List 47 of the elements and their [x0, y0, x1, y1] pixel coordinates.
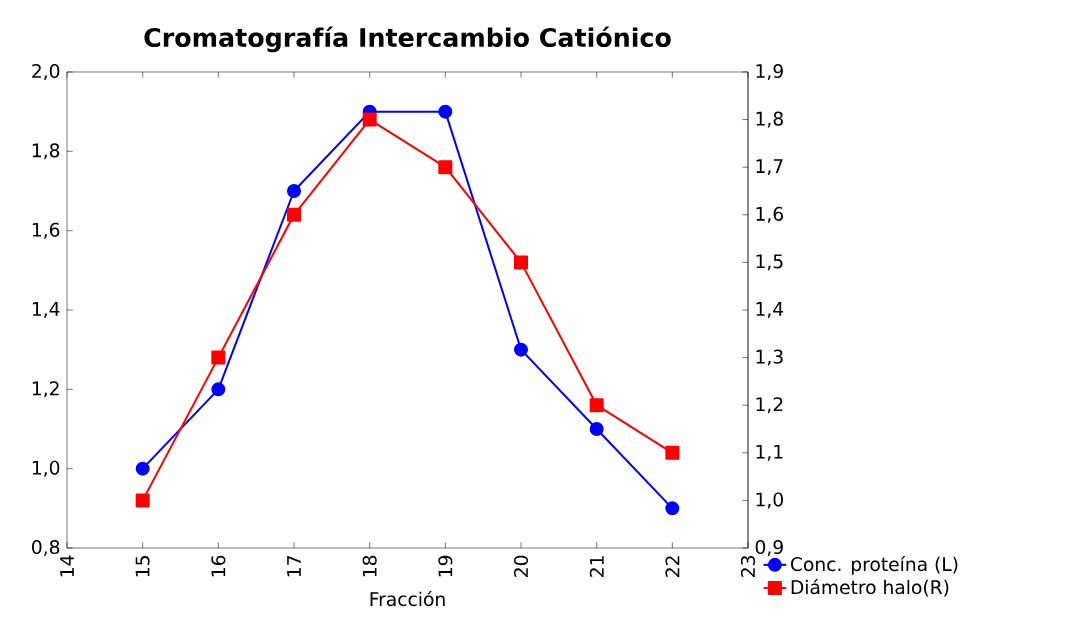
x-tick-label: 14 — [60, 555, 74, 577]
y-tick-label: 1,4 — [32, 302, 60, 318]
point — [665, 445, 680, 460]
x-tick-label: 22 — [665, 556, 680, 577]
x-tick-label: 17 — [287, 556, 301, 577]
point — [211, 382, 226, 397]
point — [589, 422, 604, 436]
y2-tick-label: 1,1 — [756, 444, 783, 461]
y2-tick-label: 1,3 — [756, 349, 783, 366]
y2-tick-label: 1,5 — [756, 254, 783, 271]
point — [211, 350, 226, 365]
y2-tick-label: 1,6 — [756, 206, 783, 223]
y-tick-label: 1,8 — [32, 143, 60, 160]
y2-tick-label: 1,7 — [756, 159, 783, 176]
y2-tick-label: 1,4 — [756, 302, 784, 318]
x-tick-label: 19 — [438, 555, 453, 577]
x-axis-title: Fracción — [370, 590, 445, 607]
x-tick-label: 18 — [362, 555, 377, 577]
y-tick-label: 1,2 — [32, 381, 59, 398]
x-tick-label: 23 — [740, 555, 756, 577]
legend-label: Conc. proteína (L) — [790, 555, 958, 575]
point — [438, 104, 453, 119]
point — [135, 493, 150, 508]
x-tick-label: 21 — [589, 556, 604, 577]
x-tick-label: 16 — [211, 555, 226, 577]
y-tick-label: 0,8 — [32, 539, 60, 557]
y-tick-label: 1,0 — [32, 460, 60, 477]
legend-label: Diámetro halo(R) — [791, 579, 949, 597]
point — [665, 501, 680, 516]
x-tick-label: 20 — [513, 555, 529, 577]
y2-tick-label: 1,0 — [756, 492, 783, 509]
point — [438, 160, 453, 175]
point — [287, 207, 301, 222]
chart-title: Cromatografía Intercambio Catiónico — [144, 26, 671, 53]
y2-tick-label: 1,9 — [756, 63, 783, 81]
point — [514, 342, 528, 357]
point — [362, 112, 377, 127]
y2-tick-label: 1,2 — [756, 397, 783, 414]
y-tick-label: 1,6 — [32, 222, 60, 239]
y2-tick-label: 1,8 — [756, 111, 783, 128]
x-tick-label: 15 — [135, 556, 150, 577]
y2-tick-label: 0,9 — [755, 539, 783, 557]
point — [589, 398, 604, 413]
point — [514, 255, 528, 270]
point — [287, 183, 301, 198]
y-tick-label: 2,0 — [32, 63, 60, 81]
point — [135, 461, 150, 476]
